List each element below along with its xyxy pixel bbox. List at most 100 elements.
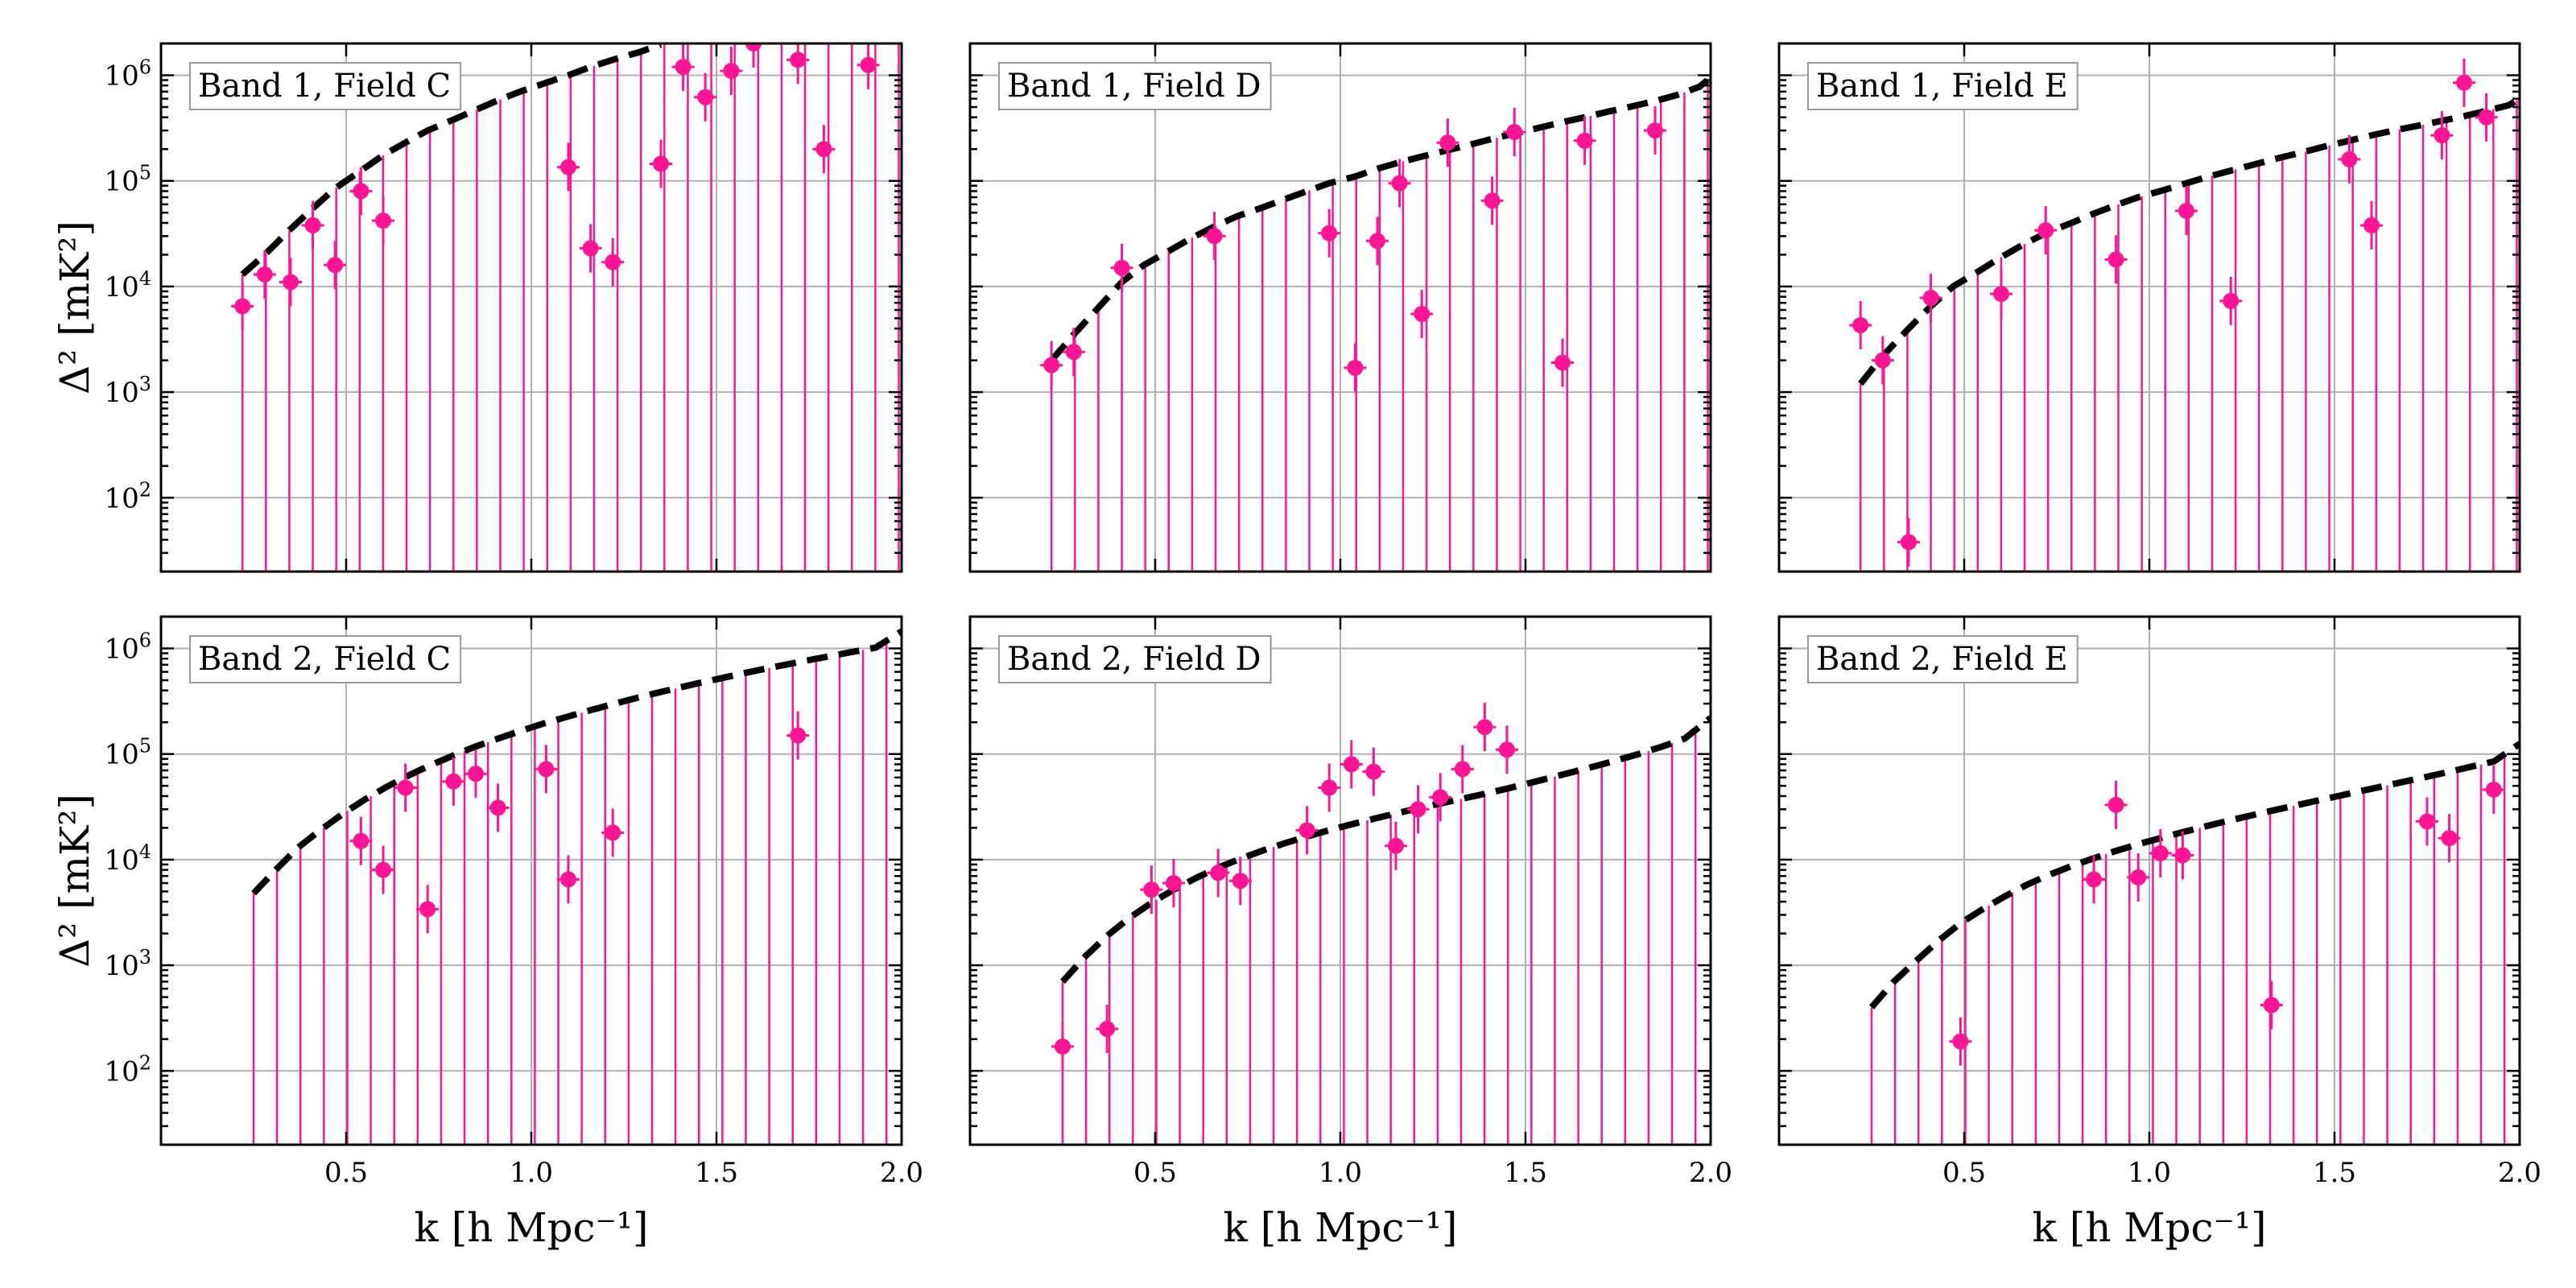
data-point bbox=[1901, 534, 1917, 551]
data-point bbox=[1454, 761, 1471, 778]
panel-1: 102 103 104 105 106 Band 1, Field C bbox=[104, 42, 903, 573]
data-point bbox=[1321, 225, 1338, 242]
data-point bbox=[2130, 869, 2147, 886]
data-point bbox=[2441, 830, 2458, 847]
data-point bbox=[1922, 290, 1939, 307]
data-point bbox=[1506, 124, 1523, 141]
data-point bbox=[1347, 359, 1364, 376]
data-point bbox=[560, 159, 576, 175]
data-point bbox=[1206, 228, 1223, 245]
x-tick-label: 1.0 bbox=[2128, 1157, 2171, 1189]
data-point bbox=[605, 824, 621, 841]
data-point bbox=[234, 298, 251, 315]
data-point bbox=[2434, 127, 2450, 144]
data-point bbox=[1365, 763, 1382, 780]
plot-area bbox=[161, 43, 902, 572]
data-point bbox=[1369, 233, 1385, 250]
data-point bbox=[397, 779, 414, 796]
model-curve bbox=[251, 628, 902, 896]
data-point bbox=[745, 43, 762, 52]
data-point bbox=[790, 727, 807, 744]
data-point bbox=[790, 52, 807, 68]
data-point bbox=[2341, 151, 2358, 167]
plot-area bbox=[970, 43, 1711, 572]
panel-label: Band 2, Field E bbox=[1816, 641, 2068, 678]
plot-area bbox=[1779, 617, 2520, 1145]
data-point bbox=[1232, 873, 1249, 890]
data-point bbox=[2178, 202, 2194, 219]
x-tick-label: 1.5 bbox=[695, 1157, 738, 1189]
data-point bbox=[1055, 1038, 1071, 1055]
data-point bbox=[419, 901, 436, 918]
data-point bbox=[1874, 352, 1891, 369]
panel-label: Band 1, Field C bbox=[198, 68, 451, 105]
panel-5: 0.5 1.0 1.5 2.0 Band 2, Field D bbox=[968, 615, 1732, 1189]
panel-label-box bbox=[189, 62, 462, 110]
panel-label-box bbox=[998, 635, 1272, 683]
plot-area bbox=[970, 617, 1711, 1145]
data-point bbox=[1499, 741, 1515, 758]
y-tick-label: 102 bbox=[104, 478, 151, 514]
data-point bbox=[1410, 801, 1426, 818]
model-curve bbox=[1049, 75, 1711, 363]
model-curve bbox=[1868, 741, 2520, 1009]
plot-area bbox=[1779, 43, 2520, 572]
data-point bbox=[1576, 132, 1593, 149]
x-tick-label: 1.5 bbox=[2313, 1157, 2356, 1189]
panel-label: Band 1, Field E bbox=[1816, 68, 2068, 105]
panel-4: 0.5 1.0 1.5 2.0 102 103 104 105 106 Band 2, Field… bbox=[104, 615, 923, 1189]
data-point bbox=[1414, 305, 1430, 322]
data-point bbox=[2263, 997, 2280, 1013]
data-point bbox=[1852, 316, 1869, 333]
panel-label-box bbox=[1807, 635, 2079, 683]
model-curve bbox=[1858, 96, 2520, 386]
y-tick-label: 104 bbox=[104, 840, 151, 877]
data-point bbox=[468, 766, 484, 782]
data-point bbox=[304, 217, 321, 233]
data-point bbox=[327, 257, 344, 274]
x-tick-label: 2.0 bbox=[2498, 1157, 2541, 1189]
data-point bbox=[1432, 789, 1449, 806]
panel-6: 0.5 1.0 1.5 2.0 Band 2, Field E bbox=[1777, 615, 2541, 1189]
x-tick-label: 1.0 bbox=[1319, 1157, 1362, 1189]
y-tick-label: 103 bbox=[104, 946, 151, 982]
panel-label: Band 2, Field C bbox=[198, 641, 451, 678]
data-point bbox=[1210, 865, 1227, 881]
data-point bbox=[697, 89, 714, 105]
data-point bbox=[2086, 871, 2102, 888]
data-point bbox=[1484, 192, 1501, 209]
y-tick-label: 102 bbox=[104, 1051, 151, 1088]
data-point bbox=[283, 274, 299, 291]
x-tick-label: 0.5 bbox=[1942, 1157, 1986, 1189]
y-tick-label: 105 bbox=[104, 735, 151, 771]
data-point bbox=[2223, 292, 2240, 309]
data-point bbox=[1439, 134, 1456, 151]
y-axis-label: Δ² [mK²] bbox=[52, 794, 98, 968]
x-axis-label: k [h Mpc⁻¹] bbox=[2033, 1204, 2267, 1251]
panel-label-box bbox=[189, 635, 462, 683]
plot-area bbox=[161, 617, 902, 1145]
panel-3: Band 1, Field E bbox=[1777, 42, 2521, 573]
data-point bbox=[1554, 354, 1571, 371]
y-tick-label: 106 bbox=[104, 629, 151, 665]
x-tick-label: 0.5 bbox=[324, 1157, 368, 1189]
data-point bbox=[1065, 344, 1082, 361]
data-point bbox=[2107, 251, 2124, 268]
panel-label-box bbox=[998, 62, 1272, 110]
panel-label: Band 1, Field D bbox=[1007, 68, 1261, 105]
data-point bbox=[1321, 779, 1338, 796]
data-point bbox=[1993, 286, 2009, 303]
data-point bbox=[2419, 813, 2435, 830]
x-tick-label: 1.0 bbox=[510, 1157, 553, 1189]
data-point bbox=[2456, 74, 2472, 91]
y-tick-label: 104 bbox=[104, 267, 151, 303]
y-tick-label: 105 bbox=[104, 162, 151, 198]
data-point bbox=[1298, 822, 1315, 839]
data-point bbox=[1647, 122, 1663, 139]
y-tick-label: 103 bbox=[104, 373, 151, 409]
panel-2: Band 1, Field D bbox=[968, 42, 1712, 573]
data-point bbox=[560, 871, 576, 888]
data-point bbox=[1343, 756, 1360, 773]
data-point bbox=[375, 213, 391, 229]
